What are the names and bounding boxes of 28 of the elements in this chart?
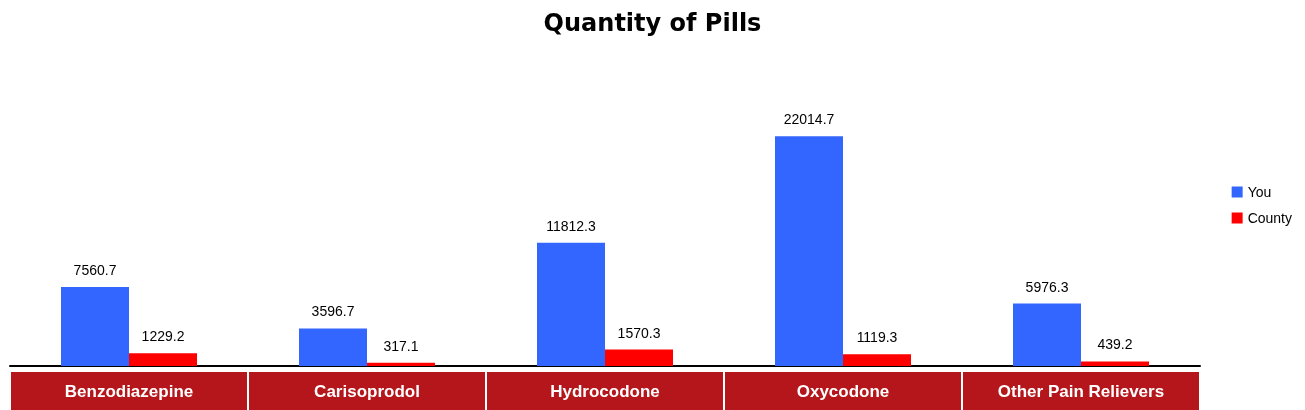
bar — [61, 287, 129, 366]
data-label: 7560.7 — [73, 262, 117, 279]
legend-label: County — [1247, 210, 1292, 226]
bar — [1013, 303, 1081, 366]
bar — [537, 242, 605, 366]
bar — [129, 353, 197, 366]
bar — [775, 136, 843, 366]
bar — [367, 362, 435, 366]
data-label: 11812.3 — [546, 217, 596, 234]
data-label: 5976.3 — [1025, 278, 1069, 295]
data-label: 1229.2 — [141, 328, 185, 345]
data-label: 317.1 — [383, 337, 419, 354]
bar — [299, 328, 367, 366]
data-label: 439.2 — [1097, 336, 1133, 353]
x-tick-label: Carisoprodol — [314, 381, 420, 401]
data-label: 3596.7 — [311, 303, 355, 320]
data-label: 1119.3 — [856, 329, 898, 346]
data-label: 22014.7 — [783, 111, 835, 128]
chart-title: Quantity of Pills — [543, 9, 762, 37]
legend-label: You — [1247, 184, 1272, 200]
bar — [843, 354, 911, 366]
data-label: 1570.3 — [617, 324, 661, 341]
x-tick-label: Oxycodone — [796, 381, 890, 401]
bar — [1081, 361, 1149, 366]
x-tick-label: Hydrocodone — [550, 381, 660, 401]
x-tick-label: Benzodiazepine — [64, 381, 194, 401]
bar — [605, 349, 673, 366]
x-tick-label: Other Pain Relievers — [997, 381, 1165, 401]
